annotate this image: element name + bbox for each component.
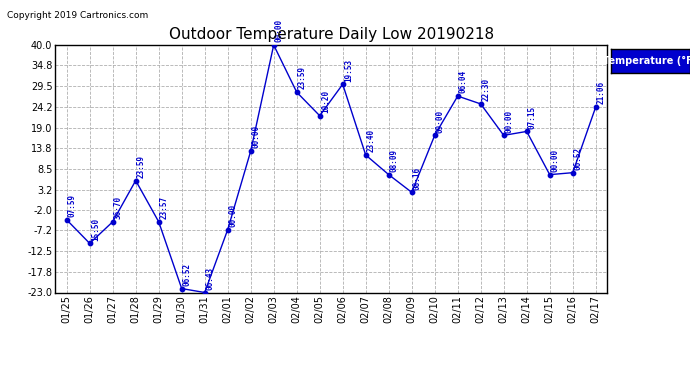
Point: [521, 128, 532, 134]
Point: [176, 286, 187, 292]
Point: [429, 132, 440, 138]
Point: [590, 104, 601, 110]
Point: [314, 113, 325, 119]
Title: Outdoor Temperature Daily Low 20190218: Outdoor Temperature Daily Low 20190218: [168, 27, 494, 42]
Text: 22:30: 22:30: [482, 78, 491, 101]
Text: 07:59: 07:59: [68, 194, 77, 217]
Text: 00:00: 00:00: [252, 125, 261, 148]
Text: 06:43: 06:43: [206, 267, 215, 290]
Text: Copyright 2019 Cartronics.com: Copyright 2019 Cartronics.com: [7, 11, 148, 20]
Text: Temperature (°F): Temperature (°F): [603, 56, 690, 66]
Point: [268, 42, 279, 48]
Point: [130, 177, 141, 183]
Text: 06:04: 06:04: [459, 70, 468, 93]
Text: 00:00: 00:00: [551, 149, 560, 172]
Point: [84, 240, 95, 246]
Point: [360, 152, 371, 158]
Point: [567, 170, 578, 176]
Text: 21:06: 21:06: [597, 81, 606, 104]
Text: 00:00: 00:00: [229, 204, 238, 227]
Point: [383, 172, 394, 178]
Point: [245, 148, 256, 154]
Text: 00:00: 00:00: [275, 19, 284, 42]
Text: 07:15: 07:15: [528, 105, 537, 129]
Text: 19:53: 19:53: [344, 58, 353, 81]
Text: 00:00: 00:00: [505, 110, 514, 133]
Point: [498, 132, 509, 138]
Point: [61, 217, 72, 223]
Point: [406, 189, 417, 195]
Point: [291, 89, 302, 95]
Text: 23:40: 23:40: [367, 129, 376, 152]
Text: 06:52: 06:52: [183, 262, 192, 286]
Text: 09:00: 09:00: [436, 110, 445, 133]
Text: 36:70: 36:70: [114, 196, 123, 219]
Text: 15:50: 15:50: [91, 217, 100, 241]
Text: 23:59: 23:59: [137, 154, 146, 178]
Point: [107, 219, 118, 225]
Point: [452, 93, 463, 99]
Text: 23:57: 23:57: [160, 196, 169, 219]
Text: 08:09: 08:09: [390, 149, 399, 172]
Point: [199, 290, 210, 296]
Point: [337, 81, 348, 87]
Point: [544, 172, 555, 178]
Point: [153, 219, 164, 225]
Text: 06:52: 06:52: [574, 147, 583, 170]
Point: [222, 226, 233, 232]
Text: 10:20: 10:20: [321, 90, 330, 113]
Point: [475, 101, 486, 107]
Text: 23:59: 23:59: [298, 66, 307, 89]
Text: 08:16: 08:16: [413, 166, 422, 189]
